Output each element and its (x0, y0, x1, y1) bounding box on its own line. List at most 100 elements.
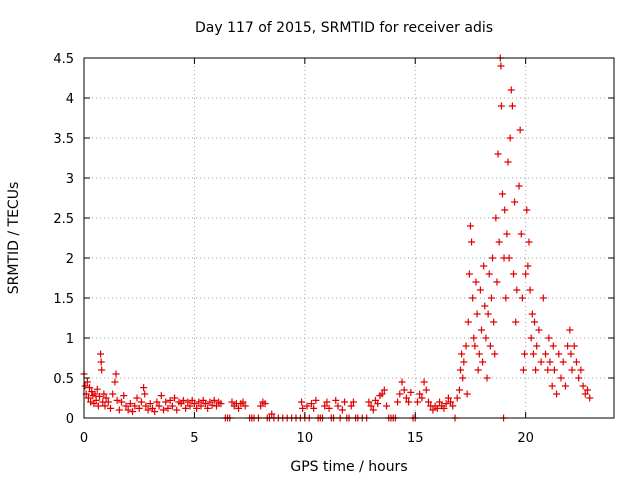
data-point-marker (400, 386, 408, 394)
data-point-marker (168, 402, 176, 410)
data-point-marker (516, 126, 524, 134)
chart-title: Day 117 of 2015, SRMTID for receiver adi… (195, 20, 493, 36)
data-point-marker (93, 385, 101, 393)
data-point-marker (537, 358, 545, 366)
data-point-marker (577, 366, 585, 374)
data-point-marker (470, 334, 478, 342)
data-point-marker (416, 390, 424, 398)
data-point-marker (210, 396, 218, 404)
data-point-marker (502, 294, 510, 302)
data-point-marker (517, 230, 525, 238)
data-point-marker (568, 366, 576, 374)
y-tick-label: 2.5 (53, 212, 74, 227)
data-point-marker (349, 398, 357, 406)
data-point-marker (507, 86, 515, 94)
data-point-marker (548, 382, 556, 390)
data-point-marker (213, 402, 220, 410)
data-point-marker (197, 402, 205, 410)
x-tick-label: 10 (297, 431, 314, 446)
data-point-marker (310, 404, 318, 412)
axis-ticks: 0 5 10 15 20 0 0.5 1 1.5 2 2.5 3 3.5 4 4.5 (53, 52, 614, 446)
data-point-marker (544, 366, 552, 374)
data-point-marker (84, 394, 92, 402)
y-tick-label: 0 (66, 412, 74, 427)
data-point-marker (321, 402, 329, 410)
data-point-marker (459, 374, 467, 382)
data-point-marker (549, 342, 557, 350)
data-point-marker (542, 350, 550, 358)
data-point-marker (546, 358, 554, 366)
y-tick-label: 4 (66, 92, 74, 107)
y-tick-label: 0.5 (53, 372, 74, 387)
data-point-marker (535, 326, 543, 334)
data-point-marker (521, 350, 529, 358)
data-point-marker (323, 398, 331, 406)
data-point-marker (566, 326, 574, 334)
data-point-marker (334, 402, 342, 410)
data-point-marker (112, 370, 120, 378)
data-point-marker (511, 198, 519, 206)
data-point-marker (398, 378, 406, 386)
data-point-marker (528, 310, 536, 318)
y-tick-label: 2 (66, 252, 74, 267)
data-point-marker (440, 404, 448, 412)
data-point-marker (529, 350, 537, 358)
data-point-marker (303, 402, 311, 410)
data-point-marker (312, 396, 320, 404)
data-point-marker (505, 254, 513, 262)
data-point-marker (298, 398, 306, 406)
data-point-marker (325, 404, 333, 412)
data-point-marker (413, 398, 421, 406)
data-point-marker (506, 134, 514, 142)
data-point-marker (155, 402, 163, 410)
data-point-marker (144, 406, 152, 414)
data-point-marker (91, 390, 99, 398)
data-point-marker (483, 374, 491, 382)
data-point-marker (490, 318, 498, 326)
data-point-marker (146, 400, 154, 408)
data-point-marker (268, 410, 276, 418)
data-point-marker (498, 190, 506, 198)
data-point-marker (142, 402, 150, 410)
data-point-marker (380, 386, 388, 394)
data-point-marker (160, 406, 167, 414)
data-point-marker (190, 400, 198, 408)
data-point-marker (455, 386, 463, 394)
data-point-marker (201, 400, 209, 408)
data-point-marker (97, 358, 105, 366)
data-point-marker (531, 318, 538, 326)
data-point-marker (299, 404, 307, 412)
data-point-marker (261, 400, 269, 408)
data-point-marker (457, 366, 465, 374)
data-point-marker (429, 406, 437, 414)
data-point-marker (97, 350, 105, 358)
data-point-marker (433, 404, 441, 412)
data-point-marker (101, 402, 109, 410)
data-point-marker (508, 102, 516, 110)
data-point-marker (204, 404, 212, 412)
data-point-marker (469, 294, 477, 302)
data-point-marker (402, 394, 410, 402)
data-point-marker (491, 350, 499, 358)
data-point-marker (120, 392, 128, 400)
data-point-marker (492, 214, 500, 222)
data-point-marker (525, 238, 533, 246)
data-point-marker (524, 262, 532, 270)
data-point-marker (489, 254, 497, 262)
data-point-marker (162, 398, 170, 406)
data-point-marker (475, 350, 483, 358)
data-point-marker (122, 402, 130, 410)
data-point-marker (151, 408, 159, 416)
data-point-marker (559, 358, 567, 366)
data-point-marker (228, 398, 236, 406)
data-point-marker (86, 384, 94, 392)
data-point-marker (586, 394, 594, 402)
y-tick-label: 1 (66, 332, 74, 347)
data-point-marker (480, 262, 488, 270)
data-point-marker (497, 102, 505, 110)
data-point-marker (95, 392, 103, 400)
data-point-marker (394, 398, 402, 406)
data-point-marker (425, 398, 432, 406)
data-point-marker (369, 406, 377, 414)
